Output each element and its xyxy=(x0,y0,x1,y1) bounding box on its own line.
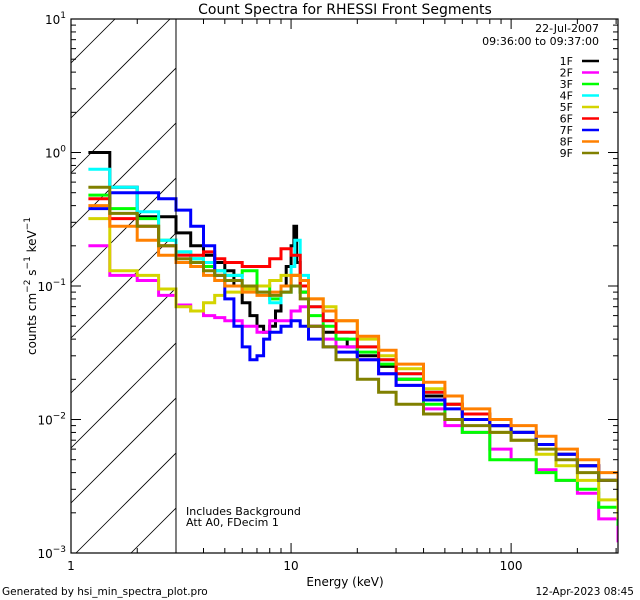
legend-label: 5F xyxy=(560,101,573,114)
hatch-line xyxy=(71,287,176,394)
chart-title: Count Spectra for RHESSI Front Segments xyxy=(198,2,492,18)
y-label-exp2: −1 xyxy=(23,256,33,269)
hatch-line xyxy=(71,397,176,504)
y-tick-exponent: −3 xyxy=(53,545,66,555)
generated-by-text: Generated by hsi_min_spectra_plot.pro xyxy=(2,586,208,598)
hatch-line xyxy=(71,232,176,339)
y-tick-label: 10−3 xyxy=(37,545,66,561)
legend-label: 8F xyxy=(560,136,573,149)
y-tick-base: 10 xyxy=(45,147,60,161)
series-layer xyxy=(88,151,618,543)
hatch-line xyxy=(71,68,640,600)
annotation-time-range: 09:36:00 to 09:37:00 xyxy=(482,35,599,48)
x-tick-label: 100 xyxy=(500,559,523,573)
y-tick-label: 10−1 xyxy=(37,278,66,294)
y-tick-label: 101 xyxy=(45,11,66,27)
x-tick-label: 1 xyxy=(67,559,75,573)
annotation-date: 22-Jul-2007 xyxy=(535,22,599,35)
y-tick-exponent: −1 xyxy=(53,278,66,288)
x-axis-label: Energy (keV) xyxy=(306,575,383,589)
y-tick-base: 10 xyxy=(45,13,60,27)
y-tick-exponent: 1 xyxy=(60,11,66,21)
y-tick-label: 10−2 xyxy=(37,412,66,428)
y-tick-base: 10 xyxy=(37,280,52,294)
hatch-line xyxy=(71,67,176,174)
hatch-line xyxy=(75,452,176,553)
y-tick-label: 100 xyxy=(45,145,66,161)
y-tick-exponent: 0 xyxy=(60,145,66,155)
legend-label: 2F xyxy=(560,67,573,80)
excluded-region-hatch xyxy=(71,19,640,600)
note-attenuator: Att A0, FDecim 1 xyxy=(186,516,279,529)
legend-label: 4F xyxy=(560,90,573,103)
y-tick-exponent: −2 xyxy=(53,412,66,422)
y-label-mid: s xyxy=(25,269,39,279)
hatch-line xyxy=(71,123,640,600)
legend-label: 7F xyxy=(560,124,573,137)
series-9F xyxy=(88,185,618,500)
note-background: Includes Background xyxy=(186,505,301,518)
legend-label: 3F xyxy=(560,78,573,91)
render-timestamp: 12-Apr-2023 08:45 xyxy=(535,586,634,598)
y-label-base: counts cm xyxy=(25,293,39,355)
x-tick-label: 10 xyxy=(283,559,298,573)
hatch-line xyxy=(71,122,176,229)
legend-label: 9F xyxy=(560,147,573,160)
legend-label: 1F xyxy=(560,55,573,68)
hatch-line xyxy=(71,233,640,600)
hatch-line xyxy=(71,177,176,284)
hatch-line xyxy=(130,507,176,553)
y-label-exp3: −1 xyxy=(23,217,33,230)
hatch-line xyxy=(71,342,176,449)
y-label-mid2: keV xyxy=(25,229,39,256)
legend-label: 6F xyxy=(560,113,573,126)
y-label-exp1: −2 xyxy=(23,280,33,293)
y-axis-label: counts cm−2 s−1 keV−1 xyxy=(23,217,39,355)
hatch-line xyxy=(71,398,640,600)
y-tick-base: 10 xyxy=(37,414,52,428)
y-tick-base: 10 xyxy=(37,547,52,561)
